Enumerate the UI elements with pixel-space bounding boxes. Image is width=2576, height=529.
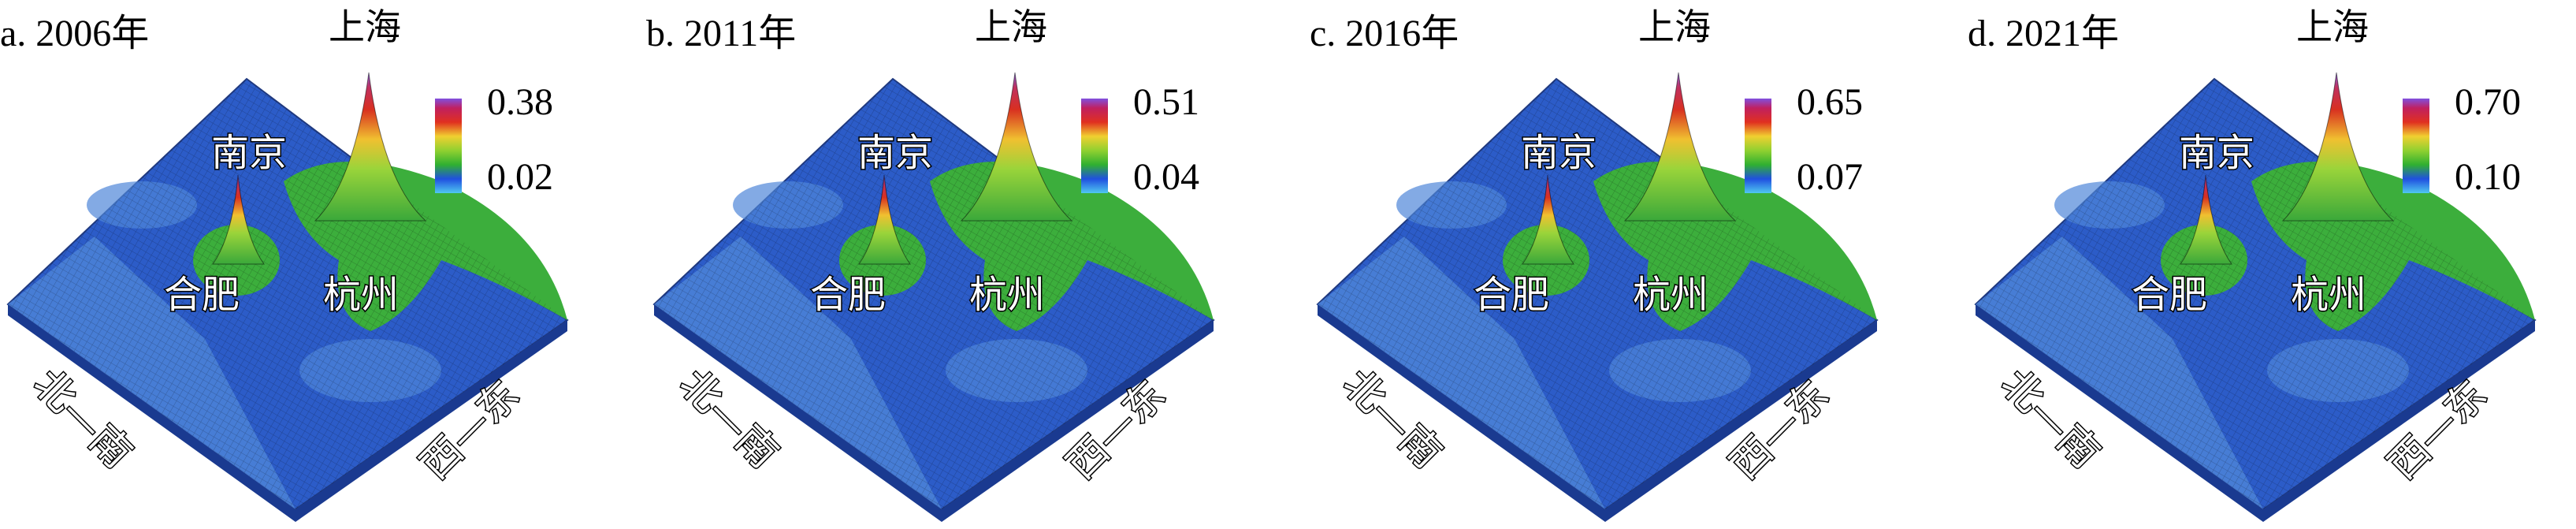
city-label: 南京 bbox=[1521, 131, 1597, 175]
surface-side bbox=[1605, 320, 1877, 522]
colorbar-min: 0.04 bbox=[1133, 156, 1199, 198]
city-label: 南京 bbox=[857, 131, 933, 175]
peak-shanghai bbox=[960, 72, 1073, 222]
colorbar-max: 0.51 bbox=[1133, 81, 1199, 123]
city-label: 杭州 bbox=[323, 273, 399, 317]
surface-side bbox=[942, 320, 1214, 522]
surface-side bbox=[296, 320, 567, 522]
surface-side bbox=[1976, 304, 2263, 522]
colorbar bbox=[435, 99, 462, 193]
panel-title: c. 2016年 bbox=[1310, 13, 1459, 54]
panel-title: d. 2021年 bbox=[1968, 13, 2119, 54]
peak-label: 上海 bbox=[329, 6, 401, 48]
city-label: 合肥 bbox=[1474, 273, 1549, 317]
panel-title: b. 2011年 bbox=[646, 13, 796, 54]
colorbar-min: 0.10 bbox=[2455, 156, 2521, 198]
colorbar bbox=[1745, 99, 1771, 193]
city-label: 杭州 bbox=[969, 273, 1045, 317]
mesh bbox=[1318, 79, 1877, 509]
peak-hefei bbox=[2180, 174, 2232, 265]
peak-hefei bbox=[212, 174, 265, 265]
peak-shanghai bbox=[1623, 72, 1737, 222]
peak-label: 上海 bbox=[1638, 6, 1711, 48]
mesh bbox=[654, 79, 1214, 509]
surface-side bbox=[2263, 320, 2535, 522]
city-label: 合肥 bbox=[164, 273, 240, 317]
peak-shanghai bbox=[2281, 72, 2395, 222]
surface-side bbox=[8, 304, 296, 522]
colorbar-min: 0.02 bbox=[487, 156, 553, 198]
city-label: 南京 bbox=[211, 131, 287, 175]
colorbar bbox=[1081, 99, 1108, 193]
peak-label: 上海 bbox=[975, 6, 1047, 48]
colorbar-max: 0.38 bbox=[487, 81, 553, 123]
colorbar-max: 0.65 bbox=[1797, 81, 1863, 123]
city-label: 杭州 bbox=[2291, 273, 2366, 317]
peak-hefei bbox=[858, 174, 911, 265]
city-label: 南京 bbox=[2179, 131, 2254, 175]
mesh bbox=[1976, 79, 2535, 509]
city-label: 合肥 bbox=[810, 273, 886, 317]
panel-title: a. 2006年 bbox=[0, 13, 149, 54]
peak-hefei bbox=[1522, 174, 1574, 265]
mesh bbox=[8, 79, 567, 509]
colorbar-min: 0.07 bbox=[1797, 156, 1863, 198]
peak-label: 上海 bbox=[2296, 6, 2369, 48]
colorbar-max: 0.70 bbox=[2455, 81, 2521, 123]
city-label: 杭州 bbox=[1633, 273, 1708, 317]
colorbar bbox=[2403, 99, 2429, 193]
surface-side bbox=[654, 304, 942, 522]
city-label: 合肥 bbox=[2132, 273, 2207, 317]
surface-side bbox=[1318, 304, 1605, 522]
peak-shanghai bbox=[314, 72, 427, 222]
